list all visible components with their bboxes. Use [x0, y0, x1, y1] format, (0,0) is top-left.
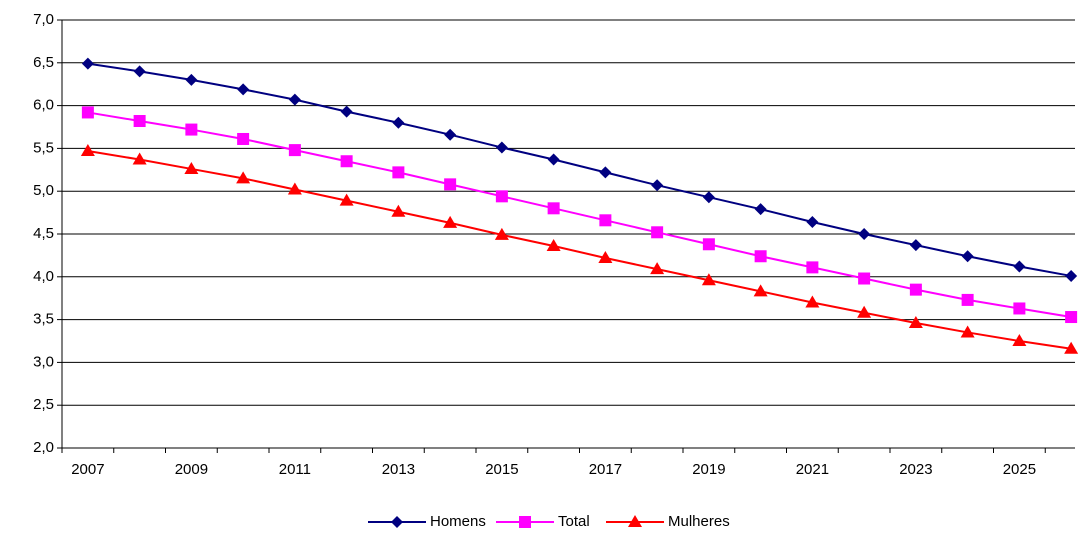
point [340, 105, 353, 118]
point [132, 152, 147, 165]
point [133, 65, 146, 78]
point [599, 166, 612, 179]
point [392, 116, 405, 129]
point [858, 272, 871, 285]
y-tick-label: 2,5 [33, 396, 54, 413]
point [444, 128, 457, 141]
point [392, 166, 405, 179]
point [547, 202, 560, 215]
point [909, 283, 922, 296]
point [519, 516, 531, 528]
legend-label: Homens [430, 513, 486, 530]
x-tick-label: 2025 [1003, 461, 1036, 478]
point [702, 191, 715, 204]
y-tick-label: 2,0 [33, 439, 54, 456]
y-tick-label: 7,0 [33, 11, 54, 28]
series-line [87, 149, 1072, 350]
point [857, 305, 872, 318]
y-tick-label: 6,0 [33, 97, 54, 114]
point [546, 238, 561, 251]
point [858, 228, 871, 240]
point [339, 193, 354, 206]
point [805, 295, 820, 308]
point [599, 214, 612, 227]
y-tick-label: 4,5 [33, 225, 54, 242]
point [288, 93, 301, 106]
point [185, 123, 198, 136]
point [133, 115, 146, 128]
point [391, 204, 406, 217]
point [1013, 260, 1026, 273]
point [444, 178, 457, 191]
x-tick-label: 2017 [589, 461, 622, 478]
y-tick-label: 4,0 [33, 268, 54, 285]
point [961, 293, 974, 306]
point [81, 106, 94, 119]
y-tick-label: 6,5 [33, 54, 54, 71]
point [1065, 311, 1078, 324]
point [1012, 334, 1027, 346]
series-line [87, 111, 1072, 319]
point [909, 239, 922, 252]
x-tick-label: 2007 [71, 461, 104, 478]
point [237, 132, 250, 145]
point [702, 238, 715, 251]
point [443, 215, 458, 228]
point [701, 273, 716, 286]
y-tick-label: 5,0 [33, 182, 54, 199]
y-tick-label: 5,5 [33, 139, 54, 156]
legend-label: Total [558, 513, 590, 530]
point [495, 190, 508, 203]
point [1013, 302, 1026, 315]
point [1064, 341, 1079, 354]
point [753, 284, 768, 297]
point [754, 203, 767, 216]
point [236, 171, 251, 184]
point [494, 227, 509, 240]
x-tick-label: 2009 [175, 461, 208, 478]
x-tick-label: 2019 [692, 461, 725, 478]
point [598, 250, 613, 263]
point [391, 516, 403, 528]
point [651, 179, 664, 192]
point [961, 250, 974, 263]
point [547, 153, 560, 166]
point [185, 73, 198, 86]
point [184, 161, 199, 174]
point [288, 144, 301, 157]
point [237, 83, 250, 96]
point [650, 262, 665, 275]
y-tick-label: 3,0 [33, 353, 54, 370]
y-tick-label: 3,5 [33, 311, 54, 328]
point [960, 325, 975, 338]
point [340, 155, 353, 168]
x-tick-label: 2013 [382, 461, 415, 478]
point [754, 250, 767, 263]
point [628, 515, 642, 527]
point [1065, 269, 1078, 282]
point [806, 216, 819, 229]
legend-label: Mulheres [668, 513, 730, 530]
point [908, 316, 923, 329]
point [81, 57, 94, 70]
point [651, 226, 664, 239]
x-tick-label: 2021 [796, 461, 829, 478]
x-tick-label: 2023 [899, 461, 932, 478]
point [495, 141, 508, 154]
x-tick-label: 2011 [279, 461, 311, 478]
point [80, 143, 95, 156]
point [806, 261, 819, 274]
x-tick-label: 2015 [485, 461, 518, 478]
series-line [87, 62, 1072, 277]
point [287, 182, 302, 195]
